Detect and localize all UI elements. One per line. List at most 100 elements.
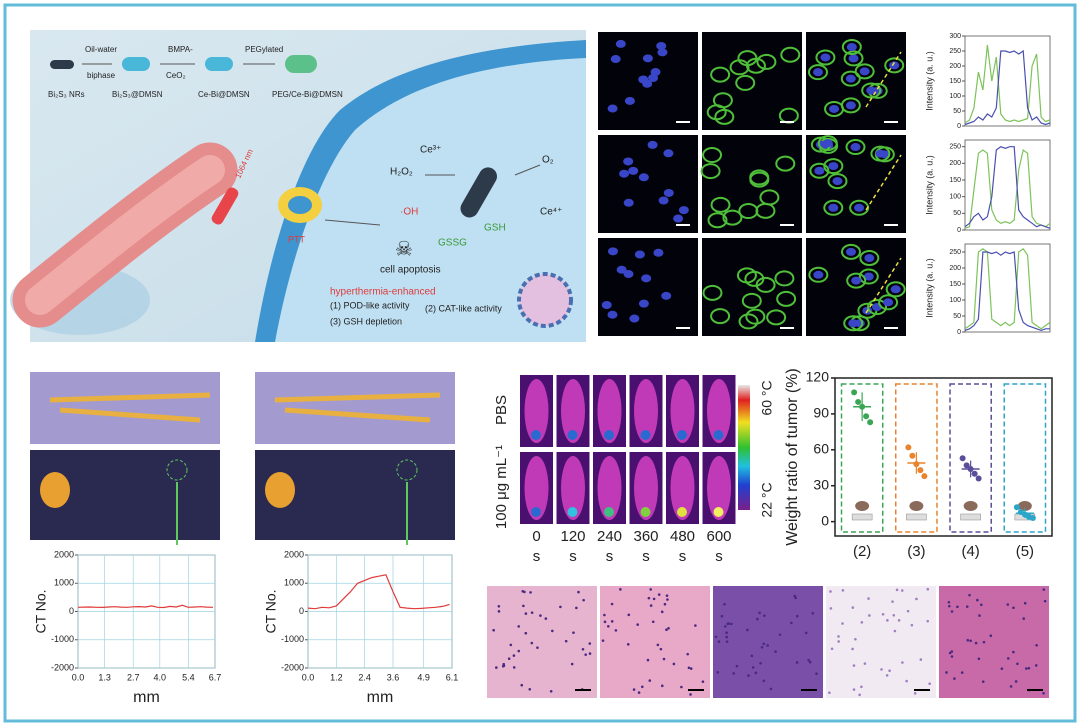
cell (1009, 685, 1013, 688)
nucleus (656, 41, 667, 50)
cell (570, 662, 574, 666)
tumor-photo (909, 501, 924, 511)
cell-membrane (840, 243, 861, 260)
skeleton (49, 392, 211, 423)
tumor-photo (855, 501, 870, 511)
cell (577, 590, 580, 594)
cell (657, 593, 661, 596)
skull: ☠ (395, 238, 413, 260)
mouse (634, 379, 658, 443)
y-tick-label: 2000 (54, 549, 74, 559)
tumor-circle (166, 459, 188, 481)
cell (837, 635, 840, 638)
cell (915, 597, 918, 601)
series-line (964, 247, 1051, 330)
nucleus (607, 247, 618, 256)
vessel-inner (25, 155, 225, 315)
tumor-photo (1017, 501, 1032, 511)
y-tick-label: 250 (949, 48, 961, 55)
cell (497, 610, 501, 613)
cell (747, 674, 750, 677)
cell (854, 637, 857, 641)
hotspot (677, 430, 687, 440)
cell (649, 604, 653, 607)
cell (763, 614, 766, 617)
data-point (855, 398, 862, 405)
cell (509, 643, 513, 647)
series-line (964, 44, 1051, 124)
y-tick-label: 0 (821, 512, 829, 528)
cell (1042, 691, 1045, 695)
y-tick-label: 100 (949, 93, 961, 100)
y-tick-label: 30 (813, 476, 829, 492)
x-tick-label: 0.0 (302, 672, 315, 682)
nucleus (854, 203, 865, 212)
cell (725, 640, 729, 643)
group-box (949, 383, 992, 533)
nucleus (820, 53, 831, 62)
cell (1006, 603, 1010, 606)
cytoplasm (275, 58, 586, 342)
cell (974, 641, 978, 645)
nucleus (616, 265, 627, 274)
y-tick-label: -2000 (281, 662, 304, 672)
cell-membrane (817, 135, 838, 152)
nucleus (658, 196, 669, 205)
cell (549, 689, 553, 693)
mouse (524, 379, 549, 443)
label: PEGylated (245, 45, 283, 54)
nucleus (678, 206, 689, 215)
nucleus (822, 139, 833, 148)
mouse (707, 456, 731, 520)
tumor-photo (963, 501, 978, 511)
cell-membrane (722, 209, 743, 226)
time-unit: s (606, 548, 614, 565)
cell (582, 598, 585, 602)
cell (947, 600, 951, 604)
time-label: 480 (670, 528, 695, 545)
skull-ct (40, 472, 70, 508)
cell (502, 662, 506, 666)
apoptotic-cell (517, 272, 573, 328)
group-box (840, 383, 884, 533)
y-tick-label: 1000 (284, 578, 304, 588)
label: BMPA- (168, 45, 193, 54)
cell-membrane (846, 272, 867, 289)
cell (928, 682, 931, 686)
cell (551, 629, 554, 633)
cell (886, 619, 889, 622)
cell (689, 667, 693, 670)
profile-line (865, 51, 902, 108)
x-tick-label: (4) (961, 543, 979, 560)
cell (897, 619, 901, 622)
time-unit: s (569, 548, 577, 565)
hotspot (640, 507, 651, 517)
thermal: 60 °C 22 °C 0 s 120 s 240 s 360 s 480 s 600 s PBS 100… (493, 375, 775, 565)
y-tick-label: 100 (949, 194, 961, 201)
label: PTT (288, 234, 306, 244)
cell (829, 590, 832, 593)
cell (828, 691, 831, 695)
x-tick-label: 2.4 (358, 672, 371, 682)
cell (891, 600, 894, 603)
cell (790, 621, 793, 625)
cell (766, 644, 769, 647)
cell (619, 588, 622, 591)
x-tick-label: 1.2 (330, 672, 343, 682)
cell (926, 619, 930, 623)
cell (665, 628, 668, 632)
nucleus (673, 214, 684, 223)
cell (632, 688, 636, 691)
cell (1014, 680, 1018, 683)
data-point (975, 475, 982, 482)
data-point (1013, 504, 1020, 511)
cell-membrane (827, 173, 848, 190)
cell (663, 602, 667, 606)
cell (948, 604, 951, 608)
cell-membrane (808, 64, 829, 81)
cell (926, 587, 930, 591)
cell (860, 621, 864, 624)
hotspot (604, 430, 614, 440)
time-label: 600 (706, 528, 731, 545)
y-tick-label: 50 (953, 210, 961, 217)
